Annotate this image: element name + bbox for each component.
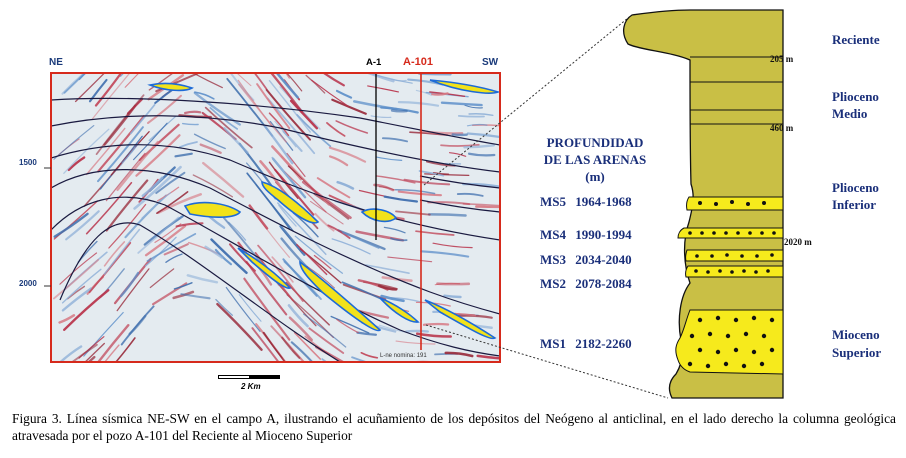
sand-row-ms3: MS3 2034-2040	[540, 252, 632, 267]
sand-range: 1964-1968	[575, 194, 632, 209]
sand-row-ms5: MS5 1964-1968	[540, 194, 632, 209]
sand-layer-ms4	[677, 227, 784, 239]
sand-name: MS5	[540, 194, 567, 209]
sand-name: MS3	[540, 252, 567, 267]
epoch-plioceno-inferior-2: Inferior	[832, 197, 876, 212]
scale-bar-label: 2 Km	[240, 382, 261, 391]
seismic-texture	[52, 73, 500, 362]
epoch-mioceno-superior-2: Superior	[832, 345, 881, 360]
well-a1-label: A-1	[366, 57, 382, 68]
sands-table-title-3: (m)	[585, 169, 605, 184]
seismic-horizons	[51, 97, 500, 362]
epoch-plioceno-medio-1: Plioceno	[832, 89, 879, 104]
well-a101-label: A-101	[403, 56, 433, 68]
sand-name: MS2	[540, 276, 566, 291]
epoch-labels: Reciente Plioceno Medio Plioceno Inferio…	[832, 32, 881, 360]
sands-table-title-1: PROFUNDIDAD	[547, 135, 644, 150]
depth-tick-1500: 1500	[19, 158, 37, 167]
sand-bodies	[147, 79, 500, 340]
seismic-bottom-annotation: L-ne nomina: 191	[380, 353, 427, 359]
seismic-section: NE SW A-1 A-101 1500 2000 L-ne nomina: 1…	[19, 56, 501, 391]
sand-name: MS1	[540, 336, 566, 351]
sands-table-title-2: DE LAS ARENAS	[544, 152, 647, 167]
sand-row-ms1: MS1 2182-2260	[540, 336, 632, 351]
epoch-plioceno-medio-2: Medio	[832, 106, 867, 121]
figure-caption: Figura 3. Línea sísmica NE-SW en el camp…	[12, 411, 896, 443]
column-boundaries	[690, 56, 783, 125]
sand-row-ms4: MS4 1990-1994	[540, 227, 632, 242]
sand-layer-ms1	[675, 309, 784, 375]
sand-name: MS4	[540, 227, 567, 242]
sand-row-ms2: MS2 2078-2084	[540, 276, 632, 291]
sand-range: 2182-2260	[575, 336, 631, 351]
direction-sw-label: SW	[482, 57, 499, 68]
depth-tick-2000: 2000	[19, 279, 37, 288]
column-depth-205: 205 m	[770, 54, 794, 64]
column-depth-460: 460 m	[770, 123, 794, 133]
sand-layer-ms5	[686, 196, 784, 211]
scale-bar: 2 Km	[218, 375, 280, 391]
epoch-reciente: Reciente	[832, 32, 880, 47]
epoch-plioceno-inferior-1: Plioceno	[832, 180, 879, 195]
epoch-mioceno-superior-1: Mioceno	[832, 327, 880, 342]
column-depth-2020: 2020 m	[784, 237, 812, 247]
sand-layer-ms2	[685, 265, 784, 278]
geological-column: 205 m 460 m 2020 m	[622, 9, 812, 399]
sand-range: 2078-2084	[575, 276, 632, 291]
direction-ne-label: NE	[49, 57, 63, 68]
seismic-frame	[50, 72, 501, 363]
sands-depth-table: PROFUNDIDAD DE LAS ARENAS (m) MS5 1964-1…	[540, 135, 646, 351]
sand-range: 2034-2040	[575, 252, 631, 267]
sand-layer-ms3	[685, 249, 784, 262]
sand-range: 1990-1994	[575, 227, 632, 242]
